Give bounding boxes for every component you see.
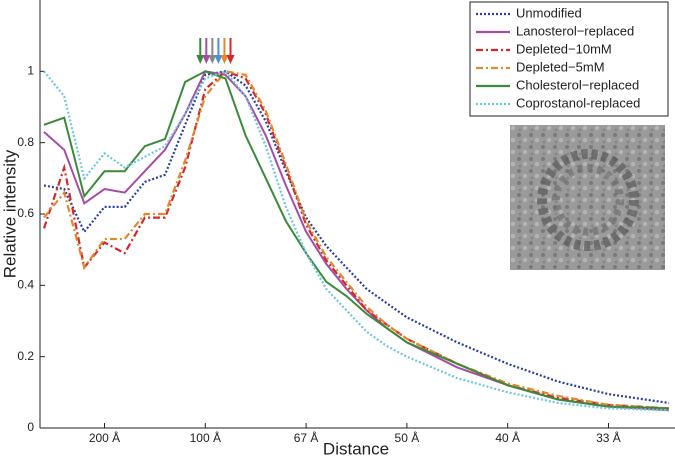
x-tick-label: 200 Å xyxy=(89,430,120,445)
series-line xyxy=(43,70,670,412)
peak-arrow xyxy=(196,38,205,64)
peak-arrow-head xyxy=(226,55,235,64)
peak-arrow-head xyxy=(208,55,217,64)
y-axis-label: Relative intensity xyxy=(0,149,19,278)
series-line xyxy=(43,70,670,405)
peak-arrow xyxy=(214,38,223,64)
legend-label: Lanosterol−replaced xyxy=(516,23,634,38)
x-tick-label: 40 Å xyxy=(495,430,520,445)
x-tick-label: 67 Å xyxy=(294,430,319,445)
inset-image xyxy=(510,125,665,270)
peak-arrow-head xyxy=(202,55,211,64)
legend-label: Depleted−10mM xyxy=(516,41,612,56)
series-line xyxy=(43,70,670,410)
y-tick-label: 0.2 xyxy=(17,349,34,363)
series-line xyxy=(43,70,670,412)
peak-arrow-head xyxy=(196,55,205,64)
y-tick-label: 0 xyxy=(27,420,34,434)
legend-label: Unmodified xyxy=(516,5,582,20)
y-tick-label: 0.8 xyxy=(17,135,34,149)
x-axis-label: Distance xyxy=(323,439,389,458)
y-tick-label: 0.6 xyxy=(17,206,34,220)
y-tick-label: 1 xyxy=(27,64,34,78)
peak-arrow xyxy=(226,38,235,64)
x-tick-label: 50 Å xyxy=(395,430,420,445)
legend-label: Coprostanol-replaced xyxy=(516,95,640,110)
y-tick-label: 0.4 xyxy=(17,278,34,292)
legend-box xyxy=(469,1,669,117)
legend-label: Depleted−5mM xyxy=(516,59,605,74)
peak-arrow xyxy=(220,38,229,64)
legend: Unmodified Lanosterol−replaced Depleted−10… xyxy=(469,1,669,117)
peak-arrow-head xyxy=(220,55,229,64)
x-tick-label: 100 Å xyxy=(190,430,221,445)
x-tick-label: 33 Å xyxy=(596,430,621,445)
series-line xyxy=(43,70,670,410)
legend-label: Cholesterol−replaced xyxy=(516,77,639,92)
peak-arrow xyxy=(202,38,211,64)
peak-arrow xyxy=(208,38,217,64)
peak-arrow-head xyxy=(214,55,223,64)
